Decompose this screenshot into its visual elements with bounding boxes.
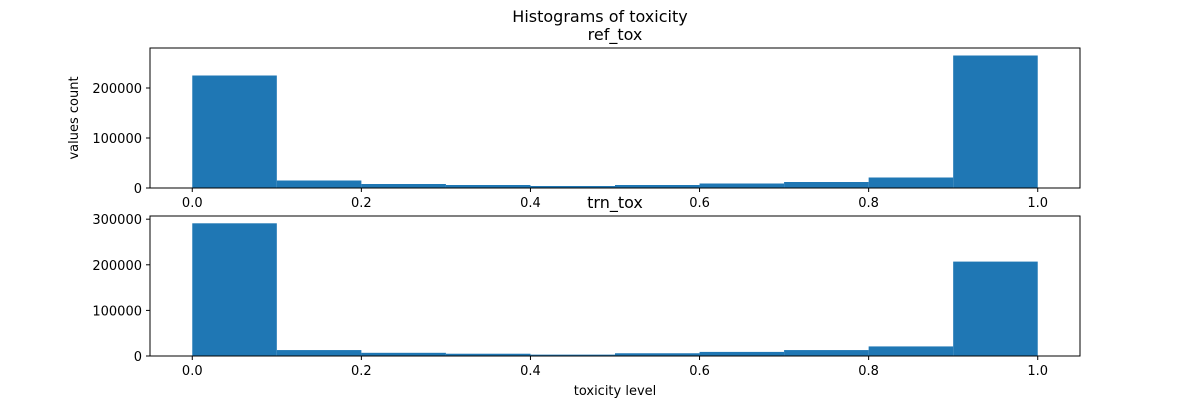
ref-tox-xtick-label: 0.2 xyxy=(351,196,372,211)
chart-ref-tox: 0.0 0.2 0.4 0.6 0.8 1.0 0 100000 200000 ref_toxva… xyxy=(67,25,1081,211)
ref-tox-bar-2 xyxy=(361,184,446,188)
trn-tox-bar-1 xyxy=(276,350,362,356)
trn-tox-bar-2 xyxy=(361,352,446,356)
trn-tox-ytick-label: 100000 xyxy=(92,304,142,319)
trn-tox-title: trn_tox xyxy=(587,193,643,213)
trn-tox-bar-9 xyxy=(953,261,1038,356)
trn-tox-ytick-label: 200000 xyxy=(92,259,142,274)
trn-tox-bar-7 xyxy=(784,350,869,356)
ref-tox-bar-7 xyxy=(784,182,869,188)
ref-tox-ytick-label: 200000 xyxy=(92,82,142,97)
ref-tox-bar-4 xyxy=(530,186,615,188)
ref-tox-bar-3 xyxy=(445,185,531,188)
trn-tox-bar-0 xyxy=(192,223,277,356)
ref-tox-xtick-label: 0.4 xyxy=(520,196,541,211)
trn-tox-xtick-label: 1.0 xyxy=(1027,364,1048,379)
ref-tox-title: ref_tox xyxy=(588,25,643,45)
trn-tox-axes-frame xyxy=(149,215,1081,357)
trn-tox-xtick-label: 0.6 xyxy=(689,364,710,379)
ref-tox-bar-8 xyxy=(868,177,954,188)
trn-tox-bar-3 xyxy=(445,353,531,356)
ref-tox-xtick-label: 1.0 xyxy=(1027,196,1048,211)
trn-tox-bar-5 xyxy=(615,353,700,356)
trn-tox-xtick-label: 0.2 xyxy=(351,364,372,379)
ref-tox-bar-5 xyxy=(615,185,700,188)
trn-tox-bar-8 xyxy=(868,346,954,356)
ref-tox-bar-9 xyxy=(953,55,1038,188)
trn-tox-ytick-label: 300000 xyxy=(92,213,142,228)
figure-suptitle: Histograms of toxicity xyxy=(512,7,687,26)
ref-tox-axes-frame xyxy=(149,47,1081,189)
trn-tox-xtick-label: 0.8 xyxy=(858,364,879,379)
ref-tox-ylabel: values count xyxy=(67,76,82,159)
trn-tox-xtick-label: 0.4 xyxy=(520,364,541,379)
chart-trn-tox: 0.0 0.2 0.4 0.6 0.8 1.0 0 100000 200000 300000 trn… xyxy=(92,193,1081,399)
ref-tox-bar-0 xyxy=(192,75,277,188)
ref-tox-xtick-label: 0.8 xyxy=(858,196,879,211)
ref-tox-bar-1 xyxy=(276,180,362,188)
trn-tox-xlabel: toxicity level xyxy=(574,384,657,399)
ref-tox-xtick-label: 0.0 xyxy=(182,196,203,211)
ref-tox-ytick-label: 0 xyxy=(134,182,142,197)
trn-tox-bar-4 xyxy=(530,354,615,356)
ref-tox-xtick-label: 0.6 xyxy=(689,196,710,211)
trn-tox-ytick-label: 0 xyxy=(134,350,142,365)
trn-tox-bar-6 xyxy=(699,351,785,356)
ref-tox-ytick-label: 100000 xyxy=(92,132,142,147)
ref-tox-bar-6 xyxy=(699,183,785,188)
trn-tox-xtick-label: 0.0 xyxy=(182,364,203,379)
